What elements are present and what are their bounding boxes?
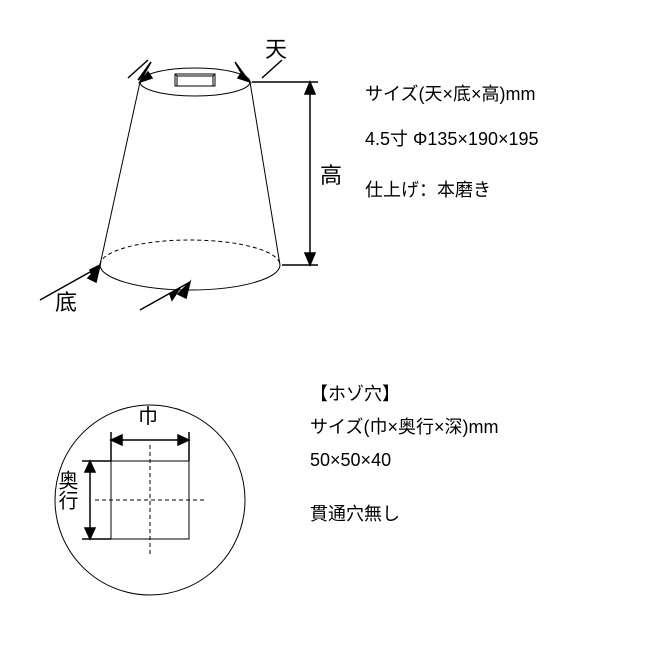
mortise-size-heading: サイズ(巾×奥行×深)mm (310, 413, 600, 442)
mortise-through: 貫通穴無し (310, 500, 600, 529)
size-heading: サイズ(天×底×高)mm (365, 80, 655, 109)
spec-mortise: 【ホゾ穴】 サイズ(巾×奥行×深)mm 50×50×40 貫通穴無し (310, 380, 600, 529)
mortise-heading: 【ホゾ穴】 (310, 380, 600, 409)
mortise-diagram: 巾 奥行 (40, 390, 260, 610)
label-width: 巾 (138, 400, 158, 429)
size-value: 4.5寸 Φ135×190×195 (365, 125, 655, 154)
label-depth: 奥行 (52, 470, 81, 510)
label-height: 高 (320, 158, 342, 190)
mortise-size-value: 50×50×40 (310, 446, 600, 475)
cone-diagram: 天 底 高 (20, 50, 360, 330)
finish: 仕上げ：本磨き (365, 176, 655, 205)
label-top: 天 (265, 32, 287, 64)
spec-primary: サイズ(天×底×高)mm 4.5寸 Φ135×190×195 仕上げ：本磨き (365, 80, 655, 204)
label-bottom: 底 (55, 285, 77, 317)
